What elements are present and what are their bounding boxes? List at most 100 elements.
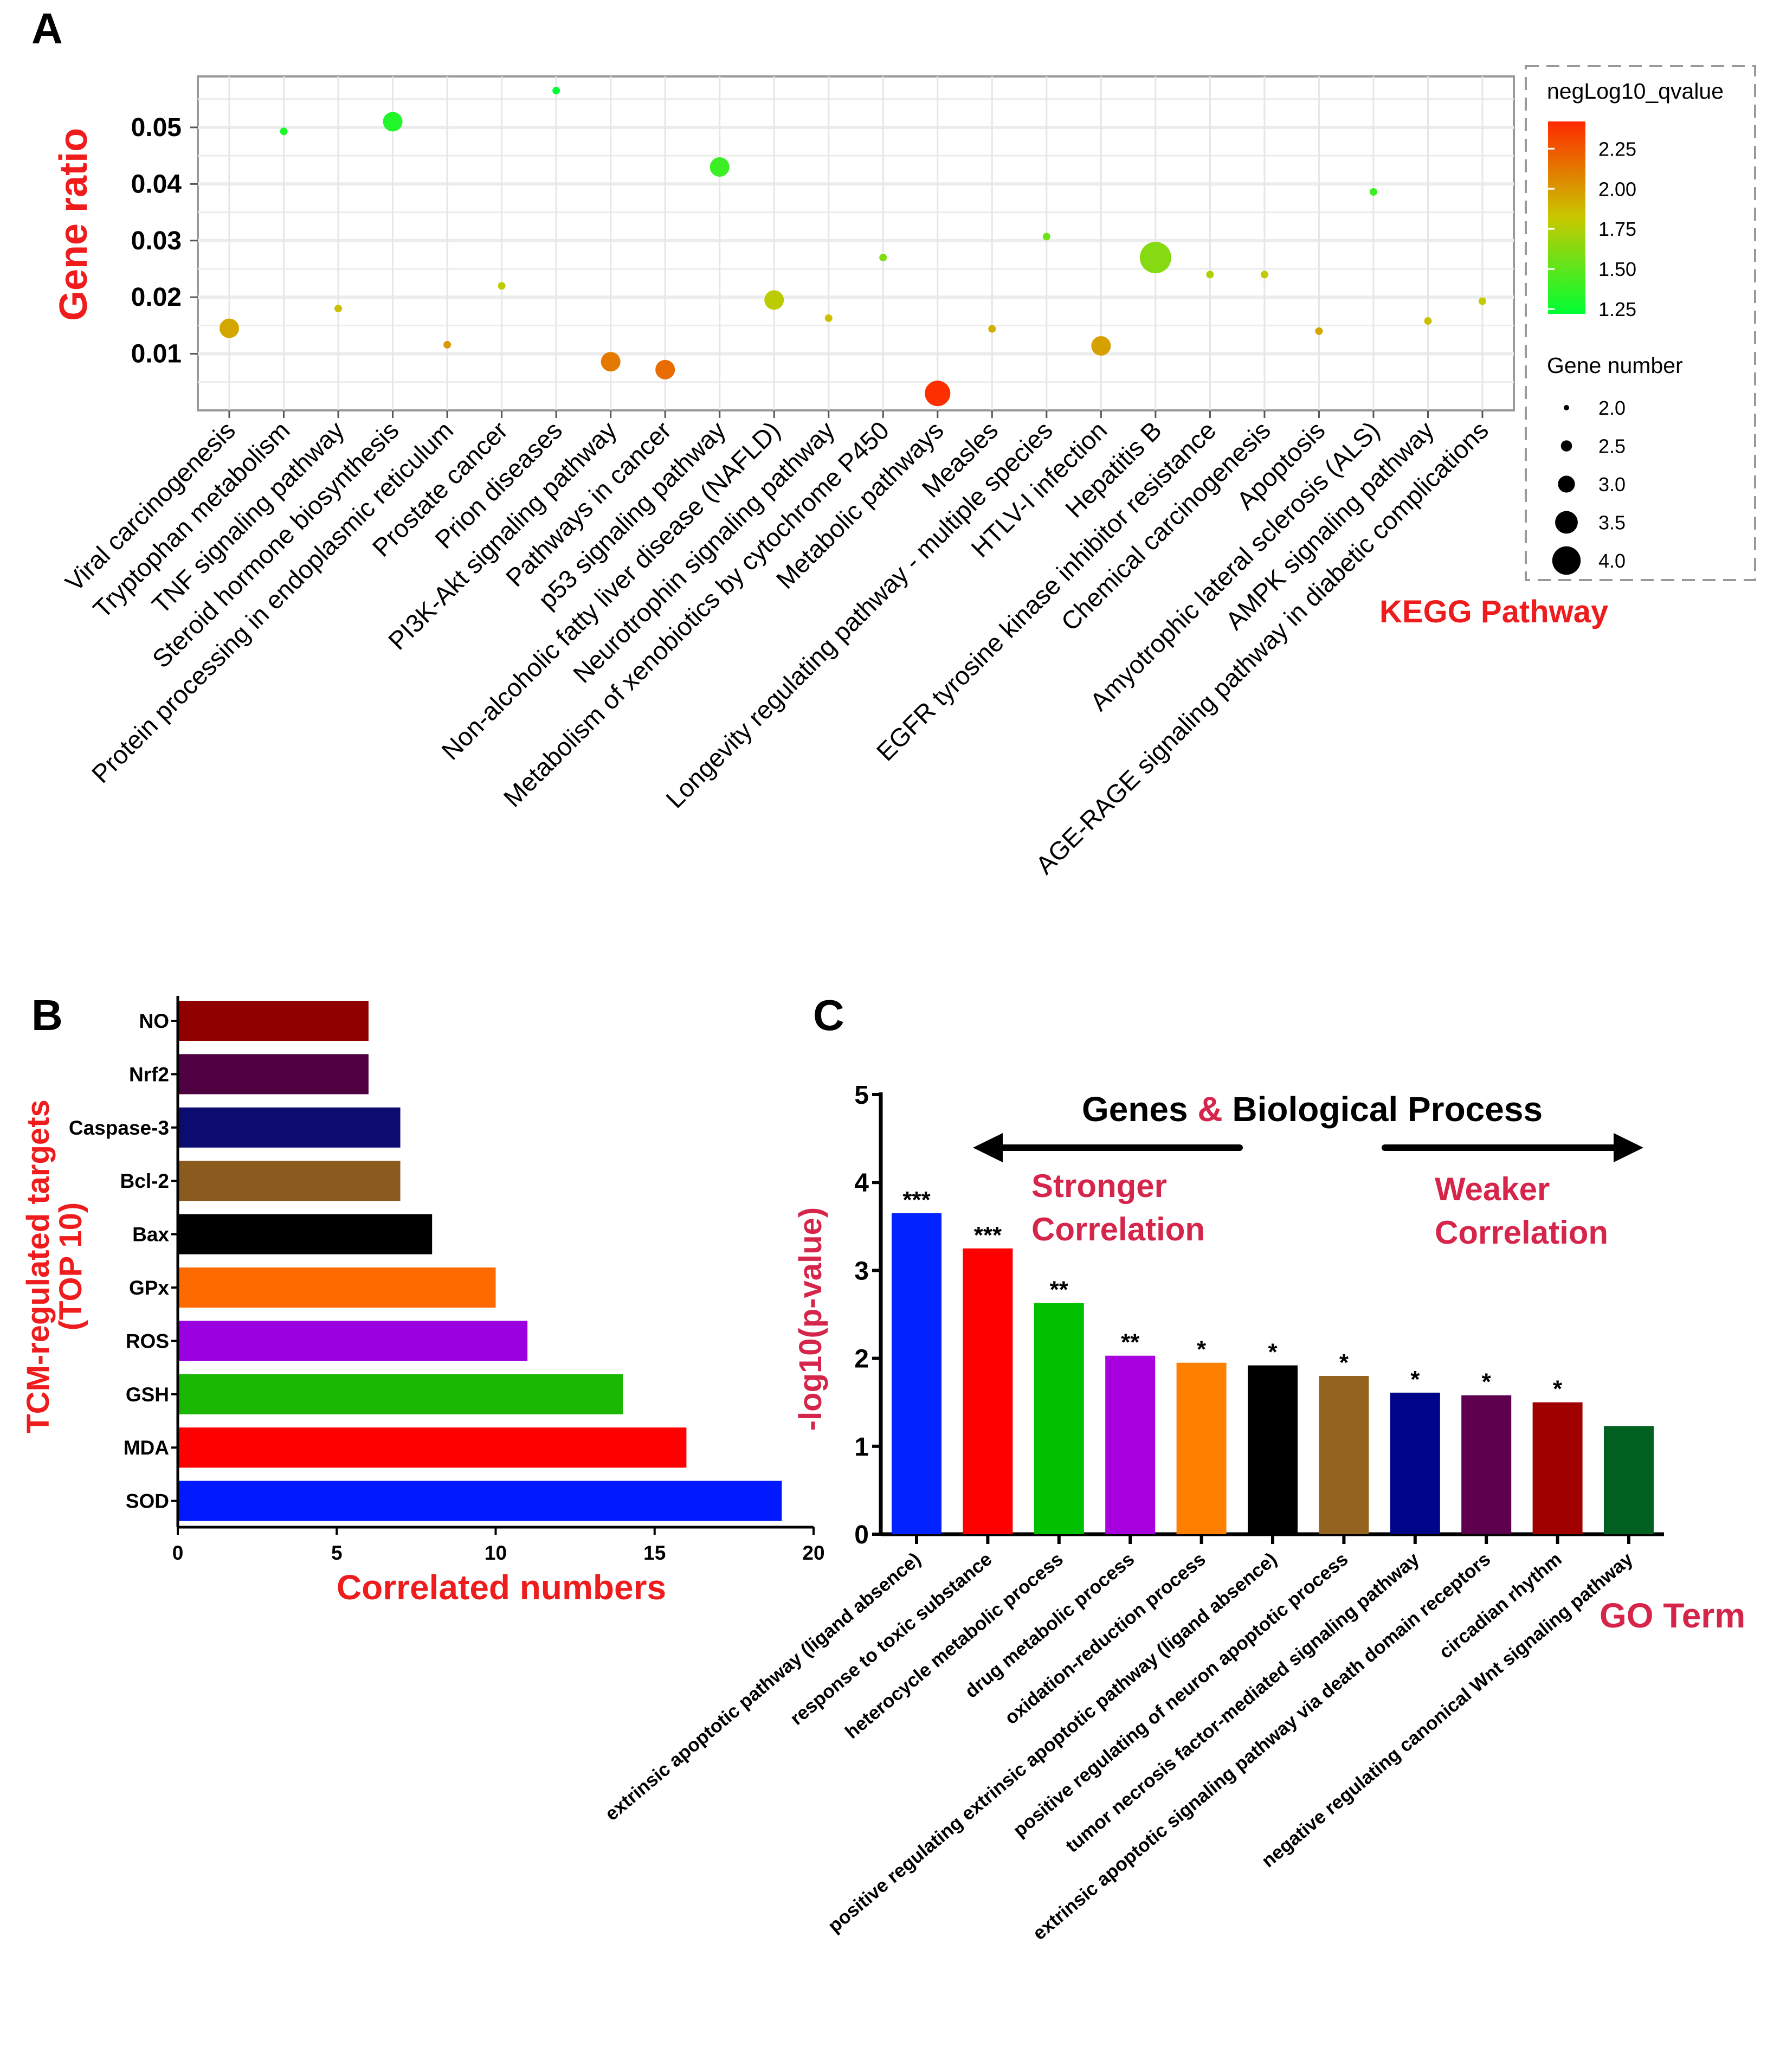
y-tick-label: 0.05 [131,113,182,142]
x-tick-label: 15 [643,1542,666,1564]
color-scale-bar [1548,121,1585,314]
bar-bax [178,1214,433,1254]
bubble-point [280,127,288,136]
y-tick-label: Caspase-3 [69,1117,169,1139]
significance-label: * [1553,1376,1563,1402]
title-ampersand: & [1197,1090,1222,1129]
y-tick-label: NO [139,1010,170,1032]
weaker-label: Weaker [1435,1171,1550,1207]
y-tick-label: 0 [854,1521,869,1549]
stronger-correlation-label: Correlation [1031,1211,1205,1247]
x-tick-label: 10 [485,1542,507,1564]
y-tick-label: 0.02 [131,283,182,312]
bubble-point [824,314,833,322]
bar [1105,1355,1156,1534]
bubble-point [1042,233,1050,241]
y-tick-label: GPx [129,1277,169,1299]
y-tick-label: MDA [124,1437,169,1459]
y-tick-label: Nrf2 [129,1063,169,1085]
y-tick-label: 0.01 [131,340,182,369]
x-axis-label: Correlated numbers [337,1568,666,1607]
y-tick-label: Bcl-2 [120,1170,169,1192]
y-tick-label: 1 [854,1433,869,1462]
significance-label: *** [902,1187,931,1213]
stronger-label: Stronger [1031,1168,1167,1204]
bubble-point [1315,327,1323,335]
y-tick-label: 0.04 [131,170,182,198]
y-tick-label: 3 [854,1257,869,1285]
bubble-point [1139,242,1171,274]
bubble-point [443,340,452,349]
x-tick-label: 5 [331,1542,343,1564]
chart-title: Genes & Biological Process [1082,1090,1543,1129]
significance-label: ** [1121,1329,1140,1356]
x-axis-label: KEGG Pathway [1379,594,1608,629]
bar [1461,1395,1512,1534]
weaker-correlation-label: Correlation [1435,1214,1608,1251]
y-axis-label: Gene ratio [52,128,95,321]
left-arrow-head-icon [973,1133,1003,1162]
bubble-point [1260,271,1268,279]
significance-label: * [1410,1366,1420,1393]
bar-gsh [178,1374,623,1414]
bubble-point [1206,271,1214,279]
x-tick-label: circadian rhythm [1435,1548,1566,1663]
bubble-point [383,112,403,132]
bubble-point [1424,317,1432,325]
significance-label: * [1268,1339,1278,1366]
bubble-point [925,381,951,407]
x-tick-label: extrinsic apoptotic signaling pathway vi… [1029,1548,1494,1944]
y-tick-label: 2 [854,1345,869,1374]
y-axis-label: -log10(p-value) [793,1207,828,1431]
bar-ros [178,1321,528,1361]
color-scale-label: 2.00 [1598,178,1636,200]
bar [1532,1402,1583,1534]
size-legend-label: 3.0 [1598,473,1626,496]
bubble-point [220,318,239,338]
size-legend-label: 2.0 [1598,397,1626,419]
bubble-point [655,359,675,379]
bubble-point [1091,336,1111,356]
color-scale-label: 1.25 [1598,298,1636,320]
bubble-point [879,254,887,262]
title-part: Genes [1082,1090,1197,1129]
x-axis-label: GO Term [1600,1596,1745,1635]
bar [1034,1303,1084,1534]
y-tick-label: Bax [132,1224,169,1246]
x-tick-label: positive regulating extrinsic apoptotic … [824,1548,1281,1936]
significance-label: ** [1050,1276,1069,1303]
size-legend-title: Gene number [1547,353,1683,378]
y-tick-label: GSH [126,1384,169,1406]
bar-mda [178,1427,687,1468]
size-legend-dot [1564,405,1569,410]
bar [963,1248,1013,1534]
bar [1604,1426,1654,1534]
bubble-point [552,87,560,95]
size-legend-dot [1560,440,1572,452]
y-tick-label: SOD [126,1490,169,1513]
bar [1248,1365,1298,1534]
size-legend-dot [1552,546,1581,575]
bar-nrf2 [178,1054,369,1095]
bar-no [178,1001,369,1041]
size-legend-dot [1555,511,1578,534]
size-legend-dot [1558,475,1575,493]
size-legend-label: 3.5 [1598,512,1626,534]
color-legend-title: negLog10_qvalue [1547,79,1724,104]
bubble-point [601,352,621,372]
bar [1319,1376,1369,1534]
bubble-point [988,325,996,333]
bar-gpx [178,1267,496,1308]
panel-label-b: B [31,991,63,1039]
color-scale-label: 2.25 [1598,138,1636,160]
bubble-point [1369,188,1377,196]
panel-b-targets-bar-chart: NO Nrf2 Caspase-3 Bcl-2 Bax GPx ROS GSH MDA SOD 0 5… [21,996,825,1607]
bar [1176,1362,1227,1534]
bubble-point [764,290,784,310]
bar-caspase-3 [178,1107,401,1148]
x-tick-label: 0 [172,1542,184,1564]
legend-box [1525,65,1756,581]
x-tick-label: Protein processing in endoplasmic reticu… [86,416,459,789]
panel-label-c: C [813,991,844,1039]
